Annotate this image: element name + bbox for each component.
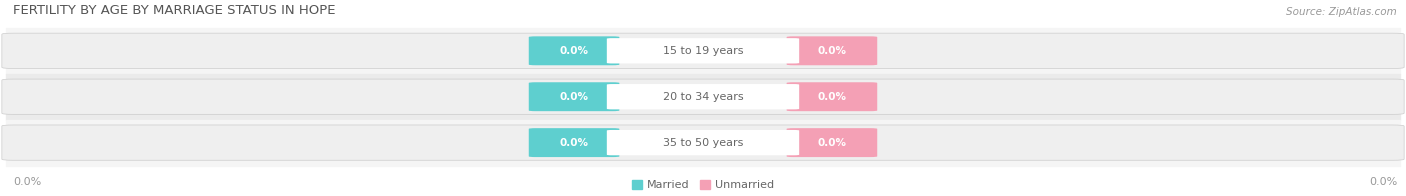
Text: 35 to 50 years: 35 to 50 years — [662, 138, 744, 148]
Text: 0.0%: 0.0% — [1369, 177, 1398, 187]
FancyBboxPatch shape — [607, 130, 799, 155]
Text: FERTILITY BY AGE BY MARRIAGE STATUS IN HOPE: FERTILITY BY AGE BY MARRIAGE STATUS IN H… — [13, 4, 336, 17]
FancyBboxPatch shape — [1, 125, 1405, 160]
FancyBboxPatch shape — [1, 33, 1405, 68]
Text: 20 to 34 years: 20 to 34 years — [662, 92, 744, 102]
Text: 0.0%: 0.0% — [560, 138, 589, 148]
FancyBboxPatch shape — [1, 79, 1405, 114]
FancyBboxPatch shape — [529, 36, 620, 65]
Bar — [6, 74, 1400, 120]
FancyBboxPatch shape — [786, 36, 877, 65]
Text: Source: ZipAtlas.com: Source: ZipAtlas.com — [1286, 7, 1398, 17]
FancyBboxPatch shape — [607, 84, 799, 109]
Bar — [6, 120, 1400, 166]
FancyBboxPatch shape — [529, 128, 620, 157]
FancyBboxPatch shape — [786, 128, 877, 157]
Text: 0.0%: 0.0% — [817, 92, 846, 102]
Text: 0.0%: 0.0% — [817, 46, 846, 56]
FancyBboxPatch shape — [786, 82, 877, 111]
FancyBboxPatch shape — [607, 38, 799, 64]
Text: 0.0%: 0.0% — [560, 92, 589, 102]
Text: 0.0%: 0.0% — [817, 138, 846, 148]
Bar — [6, 28, 1400, 74]
FancyBboxPatch shape — [529, 82, 620, 111]
Legend: Married, Unmarried: Married, Unmarried — [633, 180, 773, 190]
Text: 15 to 19 years: 15 to 19 years — [662, 46, 744, 56]
Text: 0.0%: 0.0% — [560, 46, 589, 56]
Text: 0.0%: 0.0% — [13, 177, 41, 187]
